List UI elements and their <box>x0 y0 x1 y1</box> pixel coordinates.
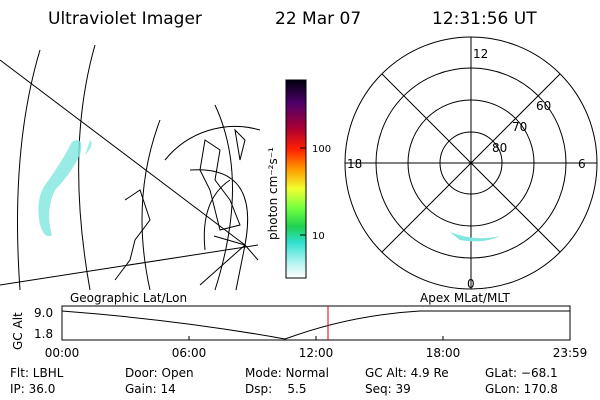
orbit-x-tick: 12:00 <box>299 346 334 360</box>
orbit-x-ticks: 00:00 06:00 12:00 18:00 23:59 <box>45 336 588 360</box>
colorbar-tick: 10 <box>312 231 325 242</box>
polar-plot <box>344 36 598 290</box>
footer-field: GLon: 170.8 <box>485 382 558 396</box>
map <box>0 44 261 291</box>
footer-field: IP: 36.0 <box>10 382 55 396</box>
lat-label: 70 <box>512 120 527 134</box>
mlt-label: 12 <box>473 47 488 61</box>
orbit-altitude <box>61 310 571 340</box>
lat-label: 60 <box>536 99 551 113</box>
footer-field: Flt: LBHL <box>10 366 64 380</box>
time: 12:31:56 UT <box>432 9 537 29</box>
footer: Flt: LBHL Door: Open Mode: Normal GC Alt: 4… <box>10 366 558 396</box>
footer-field: Dsp: 5.5 <box>245 382 307 396</box>
lat-label: 80 <box>492 141 507 155</box>
orbit-y-tick: 9.0 <box>34 306 53 320</box>
orbit-x-tick: 18:00 <box>426 346 461 360</box>
orbit-x-tick: 06:00 <box>172 346 207 360</box>
footer-field: GC Alt: 4.9 Re <box>365 366 449 380</box>
colorbar <box>285 79 307 279</box>
footer-field: Mode: Normal <box>245 366 329 380</box>
mlt-label: 6 <box>578 157 586 171</box>
footer-field: Gain: 14 <box>125 382 176 396</box>
orbit-left-label: Geographic Lat/Lon <box>70 291 187 305</box>
orbit-x-tick: 23:59 <box>553 346 588 360</box>
colorbar-label: photon cm⁻²s⁻¹ <box>266 147 280 240</box>
footer-field: Door: Open <box>125 366 194 380</box>
mlt-label: 0 <box>467 277 475 291</box>
footer-field: GLat: −68.1 <box>485 366 558 380</box>
title: Ultraviolet Imager <box>48 9 202 29</box>
orbit-x-tick: 00:00 <box>45 346 80 360</box>
orbit-y-label: GC Alt <box>11 312 25 350</box>
date: 22 Mar 07 <box>275 9 361 29</box>
orbit-y-tick: 1.8 <box>34 327 53 341</box>
footer-field: Seq: 39 <box>365 382 411 396</box>
mlt-label: 18 <box>347 157 362 171</box>
colorbar-tick: 100 <box>312 144 331 155</box>
orbit-right-label: Apex MLat/MLT <box>420 291 510 305</box>
